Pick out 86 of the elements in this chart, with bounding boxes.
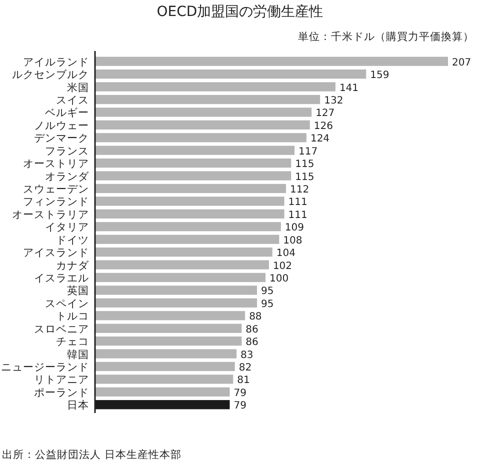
- y-tick-label: チェコ: [56, 336, 89, 348]
- data-label: 126: [314, 120, 333, 132]
- y-tick-label: オーストリア: [23, 158, 89, 170]
- data-label: 132: [324, 96, 344, 106]
- bar: [95, 234, 280, 244]
- data-label: 79: [234, 400, 246, 412]
- data-label: 100: [270, 274, 289, 284]
- bar: [95, 120, 310, 130]
- y-tick-label: フィンランド: [23, 196, 89, 208]
- y-tick-label: スウェーデン: [23, 184, 89, 196]
- bar: [95, 311, 246, 320]
- y-tick-label: アイルランド: [23, 56, 89, 68]
- y-tick-label: アイスランド: [23, 247, 89, 260]
- bar: [95, 133, 306, 142]
- data-label: 124: [310, 134, 330, 145]
- y-tick-label: 韓国: [67, 348, 89, 361]
- bar: [95, 184, 286, 194]
- chart-subtitle: 単位：千米ドル（購買力平価換算）: [298, 30, 474, 43]
- y-tick-label: ニュージーランド: [1, 362, 89, 374]
- data-label: 102: [272, 260, 292, 272]
- data-label: 108: [283, 235, 302, 246]
- bar: [95, 286, 258, 295]
- y-tick-label: 英国: [67, 284, 89, 298]
- data-label: 159: [370, 70, 390, 82]
- y-tick-label: スペイン: [45, 298, 89, 310]
- y-tick-label: ドイツ: [56, 234, 89, 246]
- data-label: 207: [452, 57, 472, 68]
- y-tick-label: オーストラリア: [12, 208, 89, 221]
- bar: [95, 82, 336, 92]
- bar: [95, 196, 284, 206]
- bar: [95, 209, 284, 219]
- data-label: 86: [246, 337, 258, 348]
- bar: [95, 69, 366, 79]
- data-label: 111: [288, 197, 308, 208]
- data-label: 115: [295, 159, 314, 170]
- data-label: 95: [261, 286, 274, 298]
- y-tick-label: ポーランド: [34, 386, 89, 399]
- bar: [95, 171, 292, 180]
- bar: [95, 374, 234, 384]
- bar: [95, 56, 448, 66]
- y-tick-label: スロベニア: [34, 323, 89, 336]
- data-label: 115: [295, 172, 314, 183]
- bar: [95, 94, 320, 104]
- bar: [95, 272, 266, 282]
- data-label: 86: [246, 324, 258, 336]
- data-label: 79: [234, 388, 246, 399]
- bar: [95, 158, 292, 168]
- data-label: 88: [249, 312, 262, 323]
- y-tick-label: スイス: [56, 94, 89, 106]
- bar: [95, 298, 258, 308]
- y-tick-label: 日本: [67, 398, 89, 412]
- y-tick-label: フランス: [45, 145, 89, 158]
- bar: [95, 387, 230, 397]
- data-label: 141: [339, 82, 359, 94]
- bar: [95, 222, 281, 232]
- y-tick-label: デンマーク: [34, 132, 89, 145]
- bar: [95, 247, 272, 257]
- y-tick-label: ベルギー: [45, 107, 89, 120]
- data-label: 83: [240, 350, 254, 361]
- data-label: 104: [276, 248, 296, 260]
- data-label: 82: [238, 362, 252, 374]
- bar: [95, 362, 235, 372]
- y-tick-label: オランダ: [45, 170, 90, 183]
- data-label: 112: [290, 184, 310, 196]
- y-tick-label: トルコ: [56, 310, 89, 323]
- data-label: 95: [261, 298, 274, 310]
- bar: [95, 108, 312, 117]
- text: 出所：公益財団法人 日本生産性本部: [2, 448, 182, 461]
- y-tick-label: イスラエル: [34, 272, 89, 284]
- bar: [95, 336, 242, 346]
- y-tick-label: ノルウェー: [34, 120, 89, 132]
- data-label: 127: [316, 108, 335, 120]
- data-label: 111: [288, 210, 308, 221]
- y-tick-label: カナダ: [56, 260, 90, 272]
- y-tick-label: 米国: [67, 80, 89, 94]
- bar: [95, 146, 295, 155]
- y-tick-label: イタリア: [45, 222, 89, 234]
- y-tick-label: リトアニア: [34, 374, 89, 386]
- data-label: 81: [237, 375, 250, 386]
- bar: [95, 260, 269, 270]
- bar: [95, 349, 237, 358]
- chart-title: OECD加盟国の労働生産性: [156, 4, 324, 20]
- data-label: 109: [284, 222, 304, 234]
- data-label: 117: [298, 146, 318, 158]
- y-tick-label: ルクセンブルク: [12, 68, 89, 82]
- bar: [95, 324, 242, 333]
